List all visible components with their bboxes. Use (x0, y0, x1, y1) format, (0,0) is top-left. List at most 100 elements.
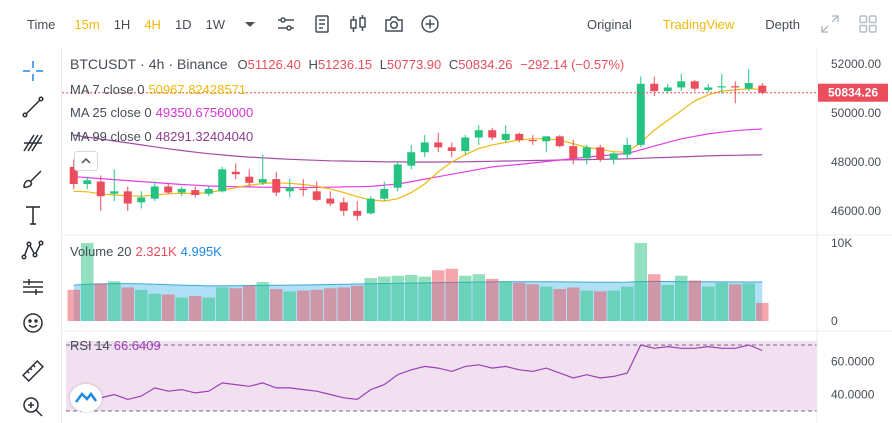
fib-icon[interactable] (20, 130, 46, 156)
candle-up (744, 69, 753, 92)
candle-body (285, 187, 294, 192)
interval-15m[interactable]: 15m (74, 16, 100, 32)
candle-body (299, 188, 308, 191)
candle-down (326, 191, 335, 206)
rsi-band (66, 341, 817, 411)
candle-body (758, 85, 767, 93)
candle-up (83, 176, 92, 189)
measure-icon[interactable] (20, 274, 46, 300)
view-depth[interactable]: Depth (765, 16, 800, 32)
interval-1h[interactable]: 1H (113, 16, 131, 32)
volume-bar (297, 290, 310, 321)
candle-up (258, 154, 267, 186)
candle-up (380, 181, 389, 202)
volume-bar (621, 286, 634, 321)
volume-bar (94, 283, 107, 321)
candle-down (245, 169, 254, 187)
last-price-tag (818, 83, 888, 102)
candle-body (434, 142, 443, 148)
candle-body (717, 86, 726, 88)
volume-bar (283, 291, 296, 321)
last-price-label: 50834.26 (828, 86, 878, 100)
candle-body (636, 83, 645, 145)
volume-bar (648, 274, 661, 321)
camera-icon[interactable] (383, 13, 405, 35)
crosshair-icon[interactable] (20, 58, 46, 84)
candle-down (488, 127, 497, 140)
rsi-pane: 40.0000 60.0000 (73, 344, 875, 402)
candle-up (407, 144, 416, 170)
volume-bar (634, 243, 647, 321)
volume-bar (661, 285, 674, 321)
view-original[interactable]: Original (586, 16, 632, 32)
candle-body (663, 87, 672, 92)
candle-up (636, 76, 645, 148)
candle-body (326, 198, 335, 204)
symbol-interval: 4h (148, 56, 165, 72)
ruler-icon[interactable] (20, 358, 46, 384)
volume-bars: 0 10K (67, 236, 852, 328)
trend-line-icon[interactable] (20, 94, 46, 120)
collapse-legend-button[interactable] (74, 151, 98, 171)
volume-bar (729, 284, 742, 321)
add-icon[interactable] (419, 13, 441, 35)
tradingview-logo[interactable] (70, 384, 102, 412)
volume-bar (405, 274, 418, 321)
interval-1w[interactable]: 1W (205, 16, 226, 32)
volume-bar (540, 286, 553, 321)
indicators-icon[interactable] (275, 13, 297, 35)
price-axis: 46000.00 48000.00 50000.00 52000.00 (831, 57, 881, 218)
volume-bar (216, 287, 229, 321)
chevron-down-icon[interactable] (239, 13, 261, 35)
candle-body (623, 144, 632, 155)
candle-up (177, 186, 186, 197)
candle-down (515, 132, 524, 143)
view-tradingview[interactable]: TradingView (662, 16, 735, 32)
price-tick-label: 48000.00 (831, 155, 881, 169)
candle-up (366, 196, 375, 215)
ma25-line (73, 128, 763, 189)
candle-body (731, 86, 740, 88)
pattern-icon[interactable] (20, 238, 46, 264)
candle-up (150, 181, 159, 202)
volume-bar (81, 243, 94, 321)
fullscreen-icon[interactable] (820, 14, 840, 34)
volume-bar (513, 282, 526, 321)
volume-bar (607, 290, 620, 321)
candle-body (474, 130, 483, 138)
volume-bar (702, 286, 715, 321)
candle-up (110, 169, 119, 202)
volume-bar (526, 284, 539, 321)
ma25-legend: MA 25 close 0 49350.67560000 (70, 105, 254, 120)
time-label[interactable]: Time (27, 16, 56, 32)
brush-icon[interactable] (20, 166, 46, 192)
grid-layout-icon[interactable] (858, 14, 878, 34)
zoom-icon[interactable] (20, 394, 46, 420)
candle-body (677, 81, 686, 88)
interval-1d[interactable]: 1D (174, 16, 192, 32)
candle-up (420, 135, 429, 158)
volume-bar (445, 268, 458, 321)
candle-body (204, 188, 213, 194)
ma99-legend: MA 99 close 0 48291.32404040 (70, 129, 254, 144)
emoji-icon[interactable] (20, 310, 46, 336)
candle-body (744, 83, 753, 89)
candle-type-icon[interactable] (347, 13, 369, 35)
candle-down (164, 184, 173, 194)
volume-tick-label: 10K (831, 236, 852, 250)
candle-body (191, 190, 200, 195)
interval-4h[interactable]: 4H (144, 16, 161, 32)
volume-bar (243, 285, 256, 321)
candle-down (555, 135, 564, 148)
candle-up (717, 74, 726, 94)
templates-icon[interactable] (311, 13, 333, 35)
text-icon[interactable] (20, 202, 46, 228)
drawing-toolbar (0, 48, 62, 423)
volume-bar (715, 282, 728, 321)
volume-bar (472, 274, 485, 321)
candle-down (690, 80, 699, 92)
candle-body (461, 137, 470, 151)
ma7-legend: MA 7 close 0 50967.82428571 (70, 82, 247, 97)
candle-body (96, 181, 105, 197)
